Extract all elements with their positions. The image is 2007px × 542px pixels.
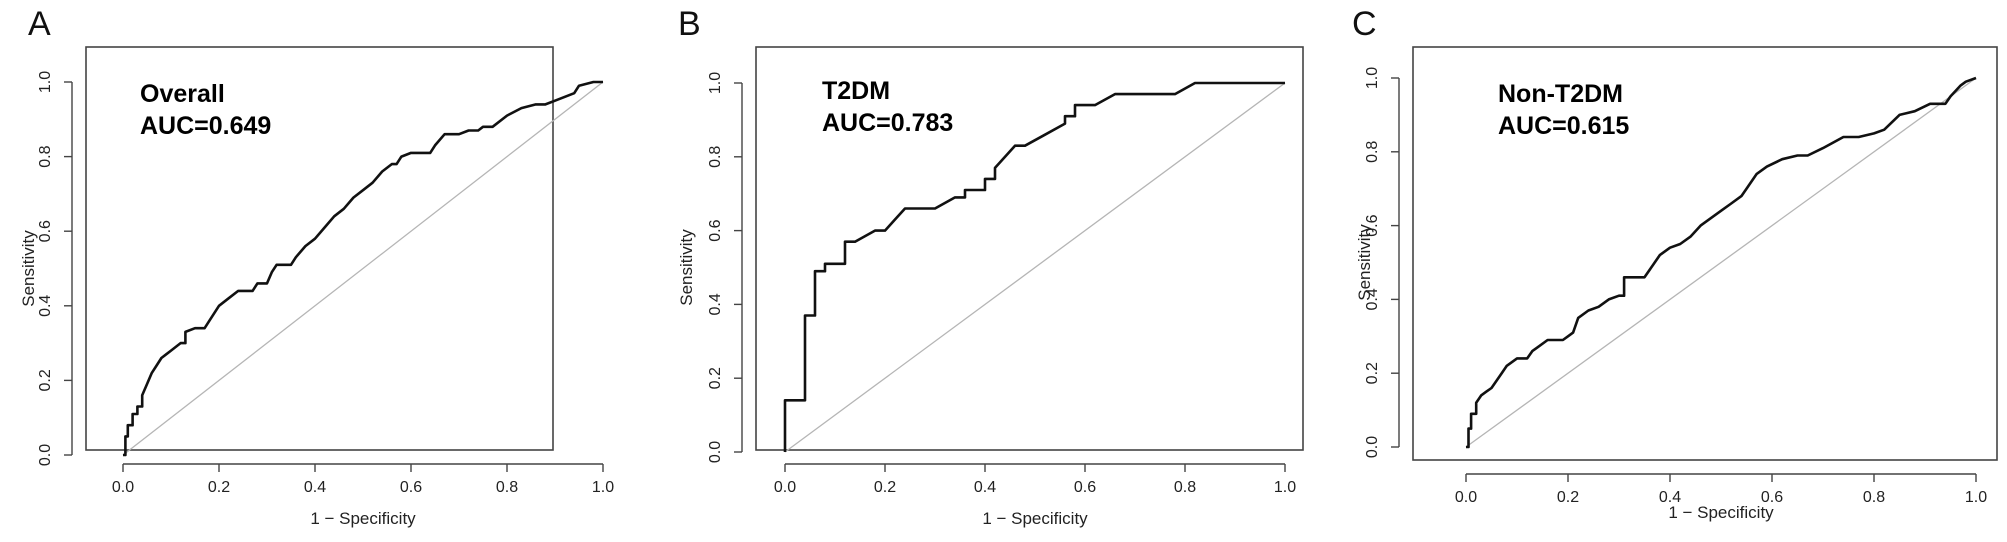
x-tick-label: 0.0	[774, 479, 796, 496]
x-tick-label: 0.2	[874, 479, 896, 496]
y-tick-label: 0.8	[707, 146, 724, 168]
plot-frame	[755, 46, 1304, 451]
y-axis-title: Sensitivity	[677, 229, 696, 306]
x-axis-title: 1 − Specificity	[1668, 503, 1774, 522]
plot-frame	[1412, 46, 1998, 461]
x-tick-label: 0.0	[1455, 489, 1477, 506]
x-tick-label: 1.0	[592, 479, 614, 496]
group-label: T2DM	[822, 77, 890, 105]
y-tick-label: 1.0	[1364, 67, 1381, 89]
y-axis-title: Sensitivity	[1355, 224, 1374, 301]
y-tick-label: 0.2	[707, 367, 724, 389]
y-tick-label: 0.0	[1364, 436, 1381, 458]
y-tick-label: 0.6	[37, 220, 54, 242]
x-tick-label: 0.4	[304, 479, 326, 496]
y-tick-label: 1.0	[707, 72, 724, 94]
x-tick-label: 0.8	[496, 479, 518, 496]
roc-curve	[1466, 76, 1977, 449]
x-axis-title: 1 − Specificity	[310, 509, 416, 528]
panel-label: B	[678, 5, 701, 43]
panel-label: C	[1352, 5, 1377, 43]
roc-curve	[123, 80, 603, 457]
x-tick-label: 0.4	[1659, 489, 1681, 506]
auc-label: AUC=0.783	[822, 109, 953, 137]
plot-frame	[85, 46, 554, 451]
y-tick-label: 0.8	[37, 145, 54, 167]
auc-label: AUC=0.615	[1498, 112, 1629, 140]
roc-panel-c: C 0.0 0.2 0.4 0.6 0.8 1.0 0.0 0.2 0.4 0.6 0.8 1.0 1 −…	[1352, 5, 1998, 522]
y-tick-label: 0.2	[1364, 362, 1381, 384]
x-tick-label: 0.6	[1761, 489, 1783, 506]
y-tick-label: 1.0	[37, 71, 54, 93]
y-tick-label: 0.4	[1364, 288, 1381, 310]
roc-curve	[783, 81, 1285, 452]
reference-diagonal	[784, 82, 1286, 453]
y-tick-label: 0.6	[1364, 214, 1381, 236]
panel-label: A	[28, 5, 51, 43]
reference-diagonal	[1465, 77, 1977, 448]
x-tick-label: 0.6	[400, 479, 422, 496]
x-tick-label: 1.0	[1965, 489, 1987, 506]
y-tick-label: 0.4	[37, 295, 54, 317]
group-label: Overall	[140, 80, 225, 108]
x-tick-label: 0.2	[1557, 489, 1579, 506]
x-tick-label: 0.8	[1174, 479, 1196, 496]
y-tick-label: 0.6	[707, 219, 724, 241]
x-tick-label: 0.0	[112, 479, 134, 496]
auc-label: AUC=0.649	[140, 112, 271, 140]
y-tick-label: 0.0	[37, 444, 54, 466]
y-tick-label: 0.2	[37, 369, 54, 391]
y-tick-label: 0.0	[707, 441, 724, 463]
group-label: Non-T2DM	[1498, 80, 1623, 108]
x-tick-label: 0.2	[208, 479, 230, 496]
reference-diagonal	[122, 81, 604, 456]
y-tick-label: 0.8	[1364, 141, 1381, 163]
roc-panel-a: A 0.0 0.2 0.4 0.6 0.8 1.0 0.0 0.2 0.4 0.6 0.8 1.0 1 −…	[19, 5, 614, 528]
x-tick-label: 0.4	[974, 479, 996, 496]
x-tick-label: 0.6	[1074, 479, 1096, 496]
x-axis-title: 1 − Specificity	[982, 509, 1088, 528]
y-tick-label: 0.4	[707, 293, 724, 315]
x-tick-label: 0.8	[1863, 489, 1885, 506]
roc-panel-b: B 0.0 0.2 0.4 0.6 0.8 1.0 0.0 0.2 0.4 0.6 0.8 1.0 1 −…	[677, 5, 1304, 528]
y-axis-title: Sensitivity	[19, 230, 38, 307]
x-tick-label: 1.0	[1274, 479, 1296, 496]
